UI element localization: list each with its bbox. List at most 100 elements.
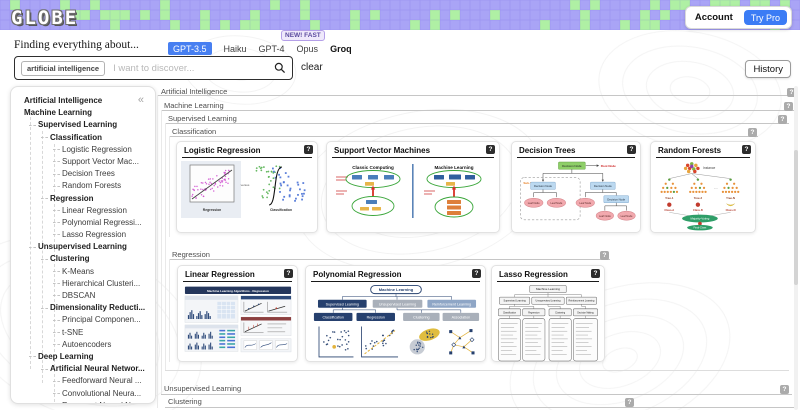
model-tab-opus[interactable]: Opus (296, 43, 319, 54)
sidebar-item[interactable]: Deep Learning (11, 351, 155, 363)
section-help-badge[interactable]: ? (748, 128, 757, 137)
sidebar-item[interactable]: Feedforward Neural ... (11, 375, 155, 387)
card-linear-regression[interactable]: Linear Regression ? Machine Learning Alg… (177, 265, 298, 362)
banner-cell (640, 10, 650, 20)
card-lasso-regression[interactable]: Lasso Regression ? Machine Learning Supe… (491, 265, 605, 362)
model-tab-haiku[interactable]: Haiku (223, 43, 247, 54)
banner-cell (740, 0, 750, 10)
sidebar-collapse-icon[interactable]: « (137, 94, 144, 106)
scrollbar-thumb[interactable] (794, 150, 798, 285)
sidebar-item[interactable]: Unsupervised Learning (11, 241, 155, 253)
section-header-supervised-learning[interactable]: Supervised Learning (168, 114, 237, 123)
sidebar-item[interactable]: Regression (11, 193, 155, 205)
tree-tick (53, 283, 60, 285)
section-help-badge[interactable]: ? (780, 385, 789, 394)
sidebar-item[interactable]: Clustering (11, 253, 155, 265)
banner-cell (570, 20, 580, 30)
sidebar-item[interactable]: Recurrent Neural Ne... (11, 400, 155, 403)
card-logistic-regression[interactable]: Logistic Regression ? Regression versus … (176, 141, 318, 233)
sidebar-item[interactable]: Decision Trees (11, 168, 155, 180)
sidebar-item[interactable]: Polynomial Regressi... (11, 217, 155, 229)
sidebar-item[interactable]: Dimensionality Reducti... (11, 302, 155, 314)
section-help-badge[interactable]: ? (778, 115, 787, 124)
section-header-unsupervised-learning[interactable]: Unsupervised Learning (164, 384, 242, 393)
sidebar-item[interactable]: Support Vector Mac... (11, 156, 155, 168)
banner-cell (270, 0, 280, 10)
model-tab-groq[interactable]: Groq (330, 43, 352, 54)
card-help-badge[interactable]: ? (284, 269, 293, 278)
search-input[interactable] (111, 61, 268, 75)
card-title: Lasso Regression (499, 270, 568, 279)
section-header-classification[interactable]: Classification (172, 127, 217, 136)
section-help-badge[interactable]: ? (787, 88, 796, 97)
account-button[interactable]: Account (694, 12, 733, 23)
banner-cell (180, 20, 190, 30)
card-help-badge[interactable]: ? (486, 145, 495, 154)
banner-cell (50, 0, 60, 10)
card-help-badge[interactable]: ? (627, 145, 636, 154)
search-tag[interactable]: artificial intelligence (21, 60, 106, 76)
logistic-regression-thumbnail: Regression versus Classification (181, 161, 306, 218)
clear-button[interactable]: clear (301, 62, 323, 73)
label-ellipsis: ... (714, 185, 717, 190)
sidebar-item[interactable]: Linear Regression (11, 205, 155, 217)
section-header-regression[interactable]: Regression (172, 250, 210, 259)
sidebar-item-label: Unsupervised Learning (38, 242, 127, 252)
sidebar-item[interactable]: Artificial Intelligence (11, 95, 155, 107)
banner-cell (500, 20, 510, 30)
card-help-badge[interactable]: ? (742, 145, 751, 154)
banner-cell (590, 0, 600, 10)
banner-cell (580, 10, 590, 20)
pixel-banner (0, 0, 800, 30)
sidebar-item-label: Clustering (50, 254, 90, 264)
card-polynomial-regression[interactable]: Polynomial Regression ? Machine Learning… (305, 265, 486, 362)
label-clustering: Clustering (555, 311, 566, 314)
sidebar-item[interactable]: Hierarchical Clusteri... (11, 278, 155, 290)
model-tab-gpt-3-5[interactable]: GPT-3.5 (168, 42, 212, 55)
card-random-forests[interactable]: Random Forests ? Instance (650, 141, 756, 233)
sidebar-item[interactable]: Artificial Neural Networ... (11, 363, 155, 375)
tree-tick (53, 271, 60, 273)
section-help-badge[interactable]: ? (625, 398, 634, 407)
banner-cell (260, 20, 270, 30)
sidebar-item[interactable]: Supervised Learning (11, 119, 155, 131)
section-header-machine-learning[interactable]: Machine Learning (164, 101, 224, 110)
sidebar-item[interactable]: Autoencoders (11, 339, 155, 351)
sidebar-item[interactable]: Machine Learning (11, 107, 155, 119)
sidebar-item[interactable]: Convolutional Neura... (11, 388, 155, 400)
sidebar-item[interactable]: Random Forests (11, 180, 155, 192)
banner-cell (10, 10, 20, 20)
banner-cell (140, 10, 150, 20)
banner-cell (100, 10, 110, 20)
sidebar-item-label: K-Means (62, 266, 95, 276)
tree-tick (53, 344, 60, 346)
banner-cell (190, 20, 200, 30)
model-tab-gpt-4[interactable]: GPT-4 (258, 43, 285, 54)
search-box[interactable]: artificial intelligence (14, 56, 293, 80)
sidebar-item[interactable]: DBSCAN (11, 290, 155, 302)
section-help-badge[interactable]: ? (600, 251, 609, 260)
sidebar-item[interactable]: Principal Componen... (11, 314, 155, 326)
section-header-artificial-intelligence[interactable]: Artificial Intelligence (161, 87, 228, 96)
banner-cell (350, 20, 360, 30)
card-help-badge[interactable]: ? (304, 145, 313, 154)
card-help-badge[interactable]: ? (472, 269, 481, 278)
banner-cell (500, 0, 510, 10)
card-support-vector-machines[interactable]: Support Vector Machines ? Classic Comput… (326, 141, 500, 233)
card-decision-trees[interactable]: Decision Trees ? Decision Node Root Node… (511, 141, 641, 233)
section-help-badge[interactable]: ? (784, 102, 793, 111)
search-icon[interactable] (274, 62, 286, 74)
try-pro-button[interactable]: Try Pro (743, 10, 787, 25)
sidebar-item[interactable]: Classification (11, 132, 155, 144)
banner-cell (540, 10, 550, 20)
sidebar-item[interactable]: Lasso Regression (11, 229, 155, 241)
label-instance: Instance (703, 166, 715, 170)
sidebar-item[interactable]: Logistic Regression (11, 144, 155, 156)
history-button[interactable]: History (745, 60, 791, 78)
sidebar-item[interactable]: K-Means (11, 266, 155, 278)
banner-cell (120, 20, 130, 30)
card-help-badge[interactable]: ? (591, 269, 600, 278)
sidebar-item[interactable]: t-SNE (11, 327, 155, 339)
banner-cell (250, 0, 260, 10)
section-header-clustering[interactable]: Clustering (168, 397, 202, 406)
